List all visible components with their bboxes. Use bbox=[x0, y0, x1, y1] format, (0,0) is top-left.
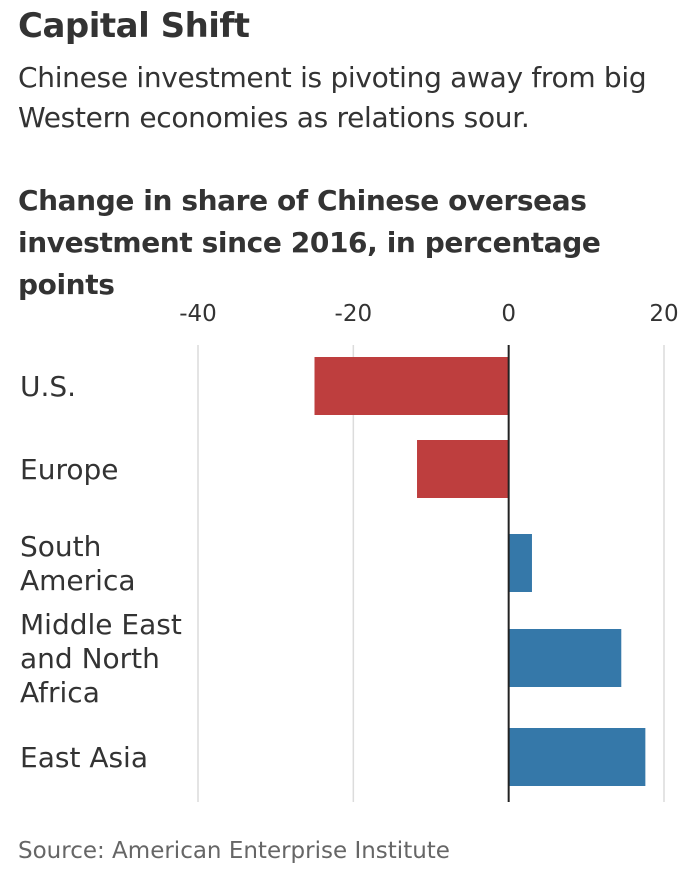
chart-svg: -40 -20 0 20 U.S. Europe South America Middle Ea… bbox=[20, 301, 679, 802]
bar bbox=[508, 728, 646, 786]
bar bbox=[314, 357, 509, 415]
category-label: South America bbox=[20, 530, 136, 597]
category-label: Middle East and North Africa bbox=[20, 608, 182, 709]
x-tick-label: -40 bbox=[179, 301, 217, 327]
source-note: Source: American Enterprise Institute bbox=[18, 838, 450, 864]
headline: Capital Shift bbox=[18, 6, 250, 46]
x-tick-label: -20 bbox=[335, 301, 373, 327]
bar bbox=[508, 629, 622, 687]
dek: Chinese investment is pivoting away from… bbox=[18, 61, 647, 134]
category-label: Europe bbox=[20, 453, 118, 486]
bar bbox=[417, 440, 509, 498]
category-label: East Asia bbox=[20, 741, 148, 774]
category-label: U.S. bbox=[20, 370, 76, 403]
x-tick-label: 20 bbox=[649, 301, 678, 327]
chart-title: Change in share of Chinese overseas inve… bbox=[18, 184, 601, 301]
x-tick-label: 0 bbox=[501, 301, 516, 327]
bar-chart: -40 -20 0 20 U.S. Europe South America Middle Ea… bbox=[0, 285, 692, 815]
bar bbox=[508, 534, 532, 592]
